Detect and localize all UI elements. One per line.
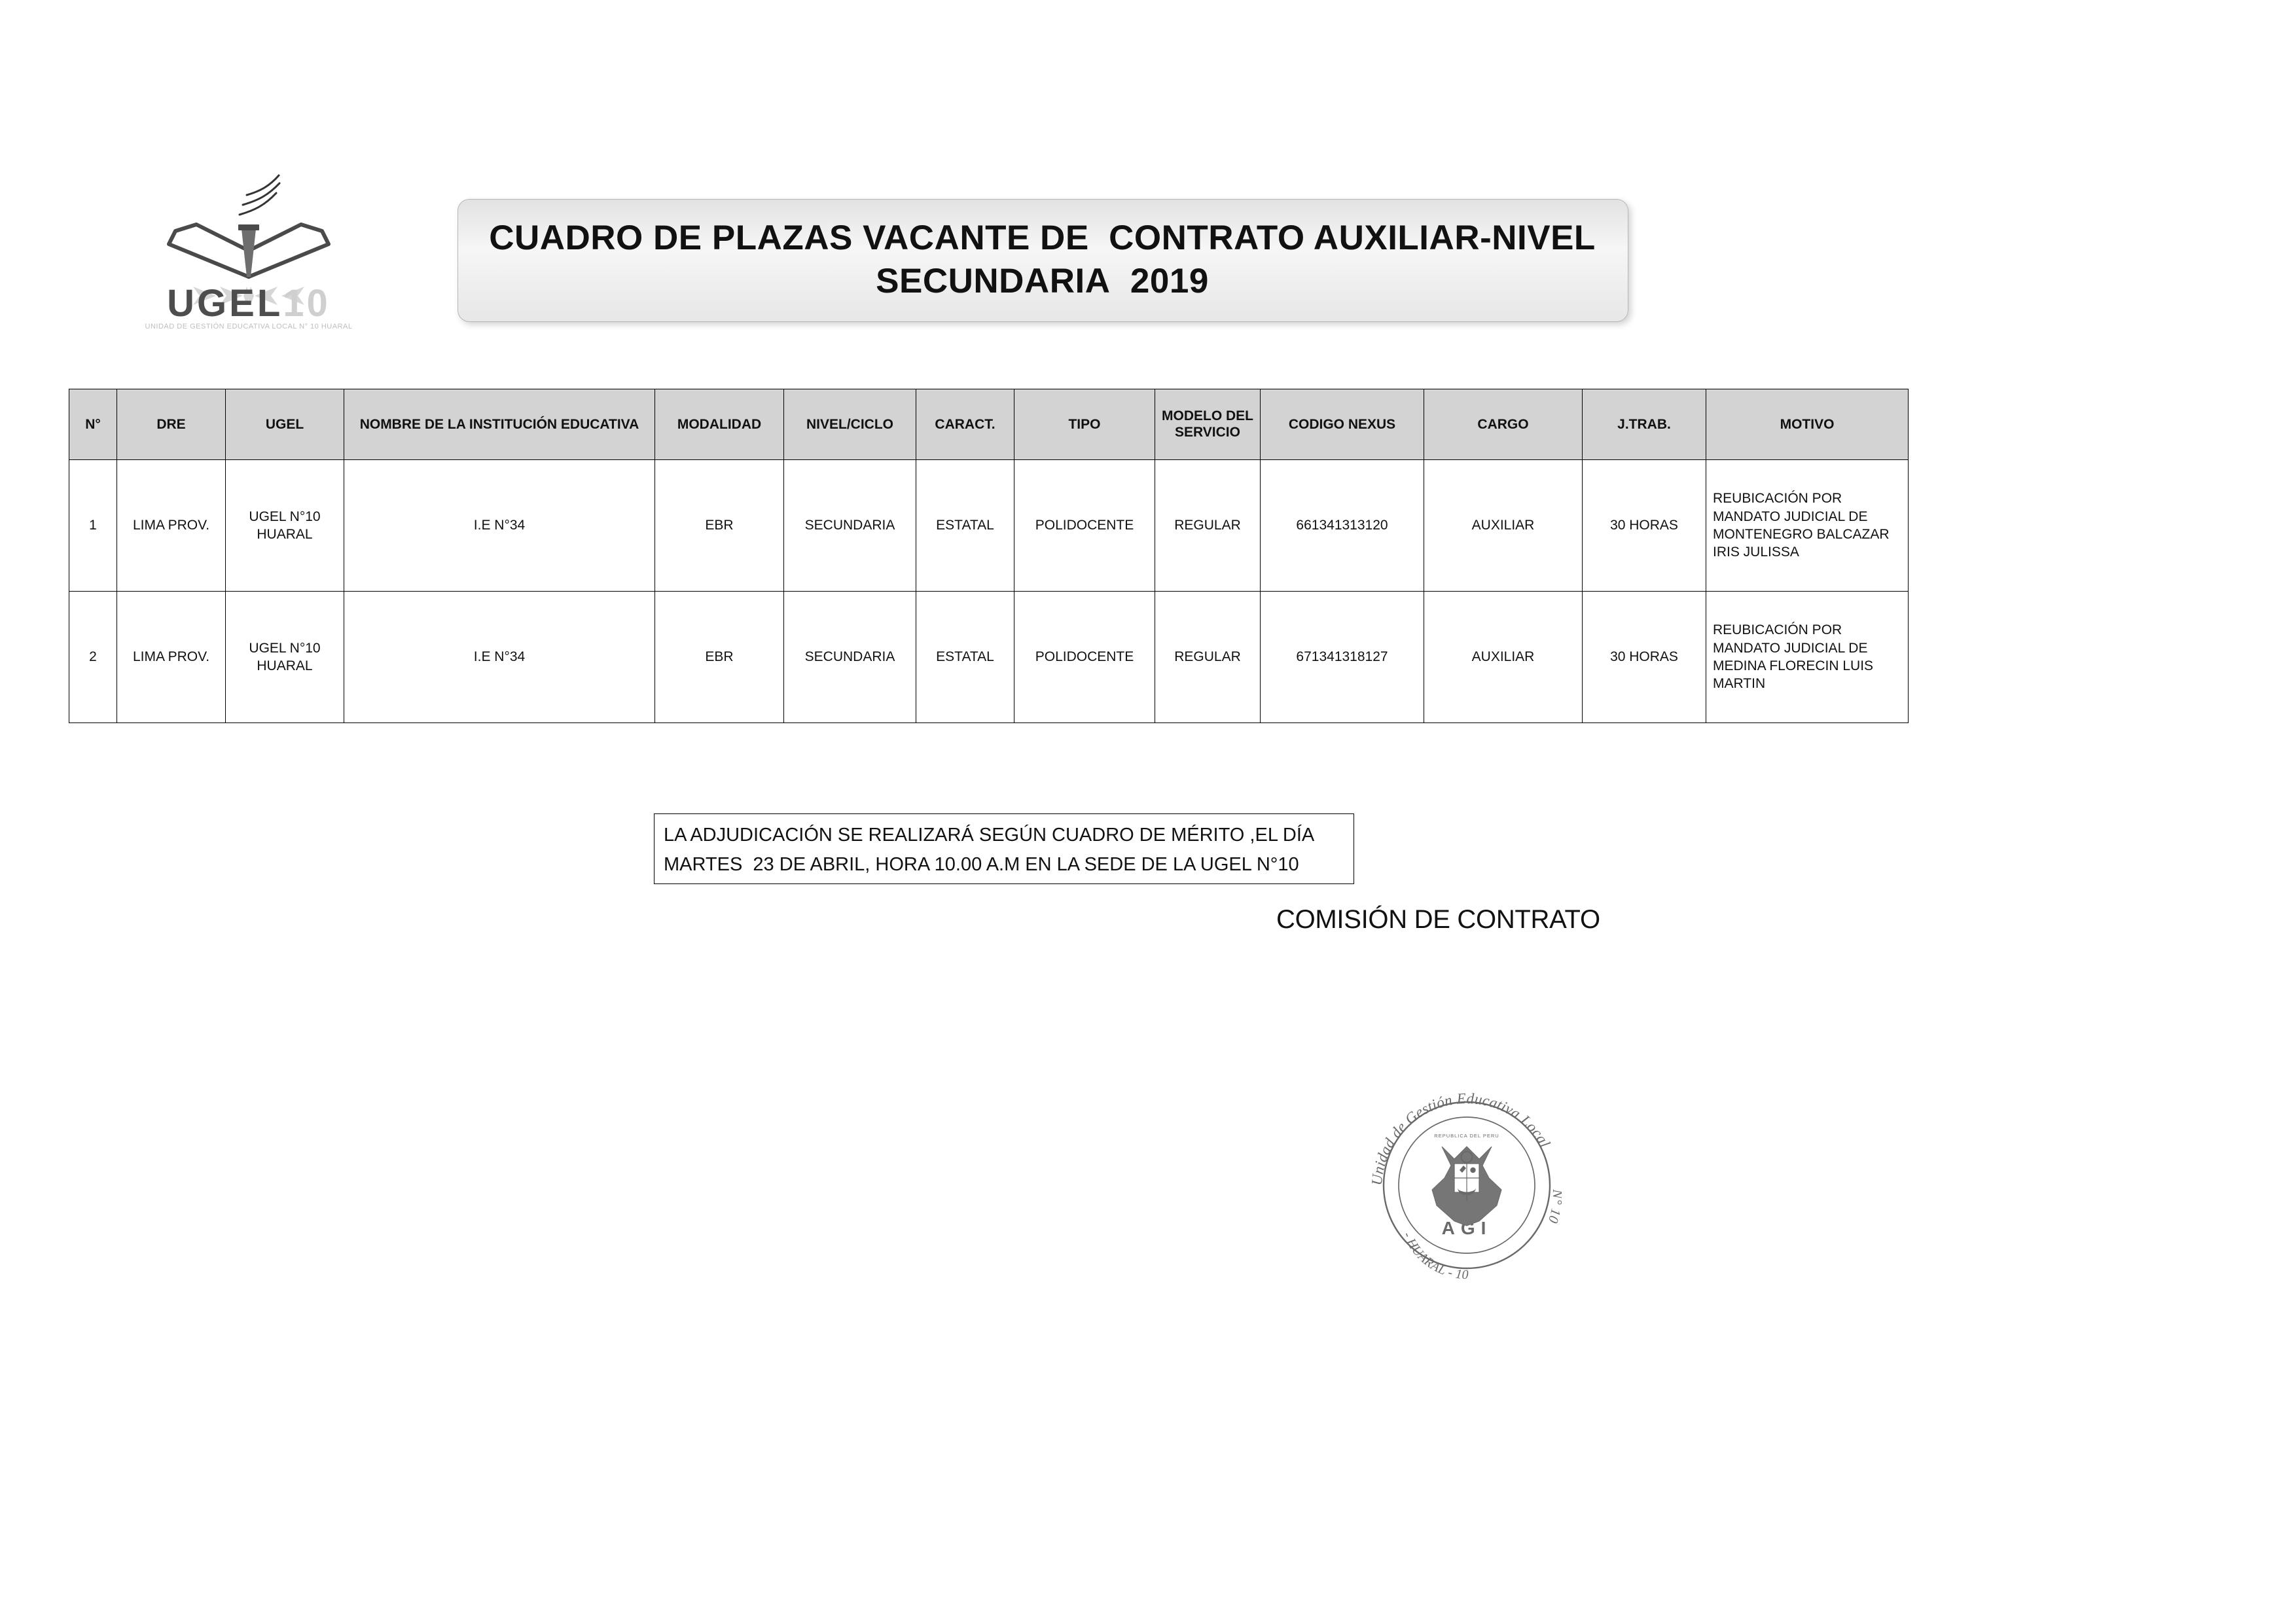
svg-text:REPUBLICA DEL PERU: REPUBLICA DEL PERU bbox=[1434, 1133, 1499, 1139]
